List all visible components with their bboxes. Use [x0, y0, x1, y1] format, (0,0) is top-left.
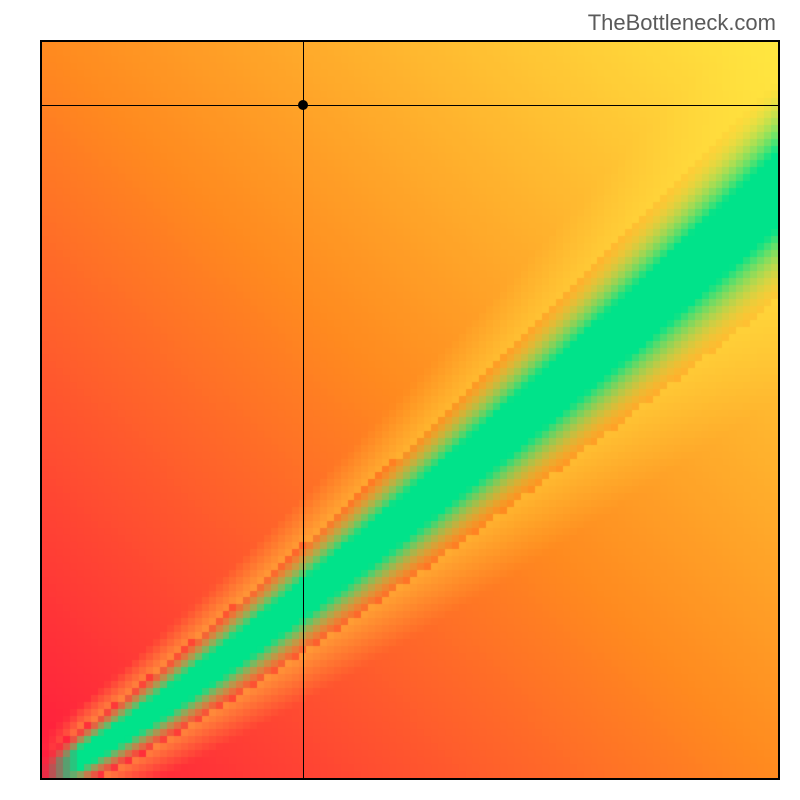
- crosshair-marker: [298, 100, 308, 110]
- crosshair-vertical: [303, 42, 304, 778]
- watermark-text: TheBottleneck.com: [588, 10, 776, 36]
- heatmap-canvas: [42, 42, 778, 778]
- crosshair-horizontal: [42, 105, 778, 106]
- plot-area: [40, 40, 780, 780]
- chart-container: TheBottleneck.com: [0, 0, 800, 800]
